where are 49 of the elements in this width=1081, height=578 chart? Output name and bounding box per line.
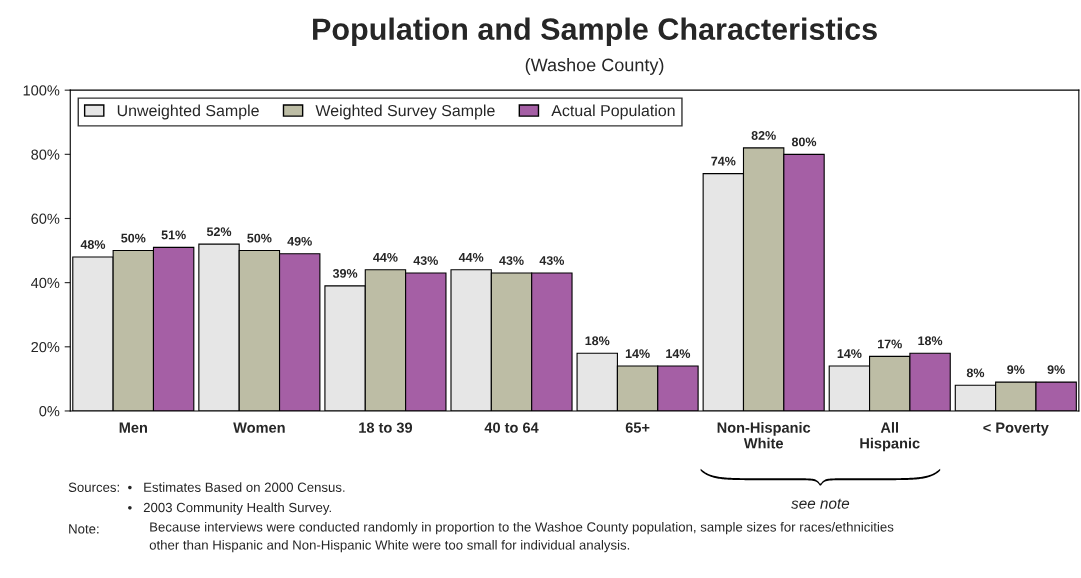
text: 17% <box>878 339 902 349</box>
y-tick-label: 100% <box>23 85 60 96</box>
text: 9% <box>1047 365 1065 375</box>
text: 14% <box>666 349 691 358</box>
text: • 2003 Community Health Survey. <box>128 502 331 515</box>
chart-subtitle: (Washoe County) <box>525 58 664 75</box>
text: 49% <box>287 236 312 246</box>
text: 80% <box>791 137 817 147</box>
text: 44% <box>373 252 398 262</box>
text: 14% <box>837 349 862 358</box>
text: 43% <box>413 256 438 266</box>
text: Because interviews were conducted randomly in proportion to the Washoe County population, sample sizes for races/ethnicities other than Hispanic and Non-Hispanic White were too small for individual analysis. <box>149 521 894 553</box>
source-note: Sources: <box>68 482 119 492</box>
y-tick-label: 60% <box>31 213 60 224</box>
text: see note <box>791 498 850 509</box>
text: • Estimates Based on 2000 Census. <box>128 482 345 492</box>
text: Note: <box>69 524 99 534</box>
text: 74% <box>711 156 736 166</box>
text: 43% <box>539 256 565 266</box>
text: 39% <box>332 268 358 278</box>
y-tick-label: 20% <box>31 341 60 353</box>
text: 43% <box>499 256 524 266</box>
text: 52% <box>206 227 232 237</box>
text: 18% <box>585 336 610 346</box>
x-tick-label: 18 to 39 <box>359 422 413 433</box>
text: 14% <box>625 349 650 358</box>
text: 9% <box>1007 365 1025 375</box>
y-tick-label: 40% <box>31 277 60 289</box>
x-tick-label: Women <box>233 422 285 433</box>
x-tick-label: All Hispanic <box>860 422 920 452</box>
y-tick-label: 80% <box>31 149 60 160</box>
legend-label: Weighted Survey Sample <box>315 104 495 120</box>
chart-title: Population and Sample Characteristics <box>313 17 877 47</box>
text: 18% <box>918 336 943 346</box>
text: 82% <box>751 131 776 140</box>
y-tick-label: 0% <box>39 406 60 417</box>
legend-label: Unweighted Sample <box>117 104 259 120</box>
text: 48% <box>80 240 106 249</box>
text: 44% <box>458 252 484 262</box>
x-tick-label: < Poverty <box>983 422 1049 436</box>
x-tick-label: Non-Hispanic White <box>717 422 811 449</box>
x-tick-label: 40 to 64 <box>484 422 539 433</box>
text: 8% <box>966 368 985 378</box>
x-tick-label: Men <box>119 422 147 433</box>
text: 50% <box>247 233 272 243</box>
x-tick-label: 65+ <box>625 422 650 433</box>
legend-label: Actual Population <box>551 104 675 120</box>
text: 51% <box>161 230 186 240</box>
text: 50% <box>121 233 146 243</box>
